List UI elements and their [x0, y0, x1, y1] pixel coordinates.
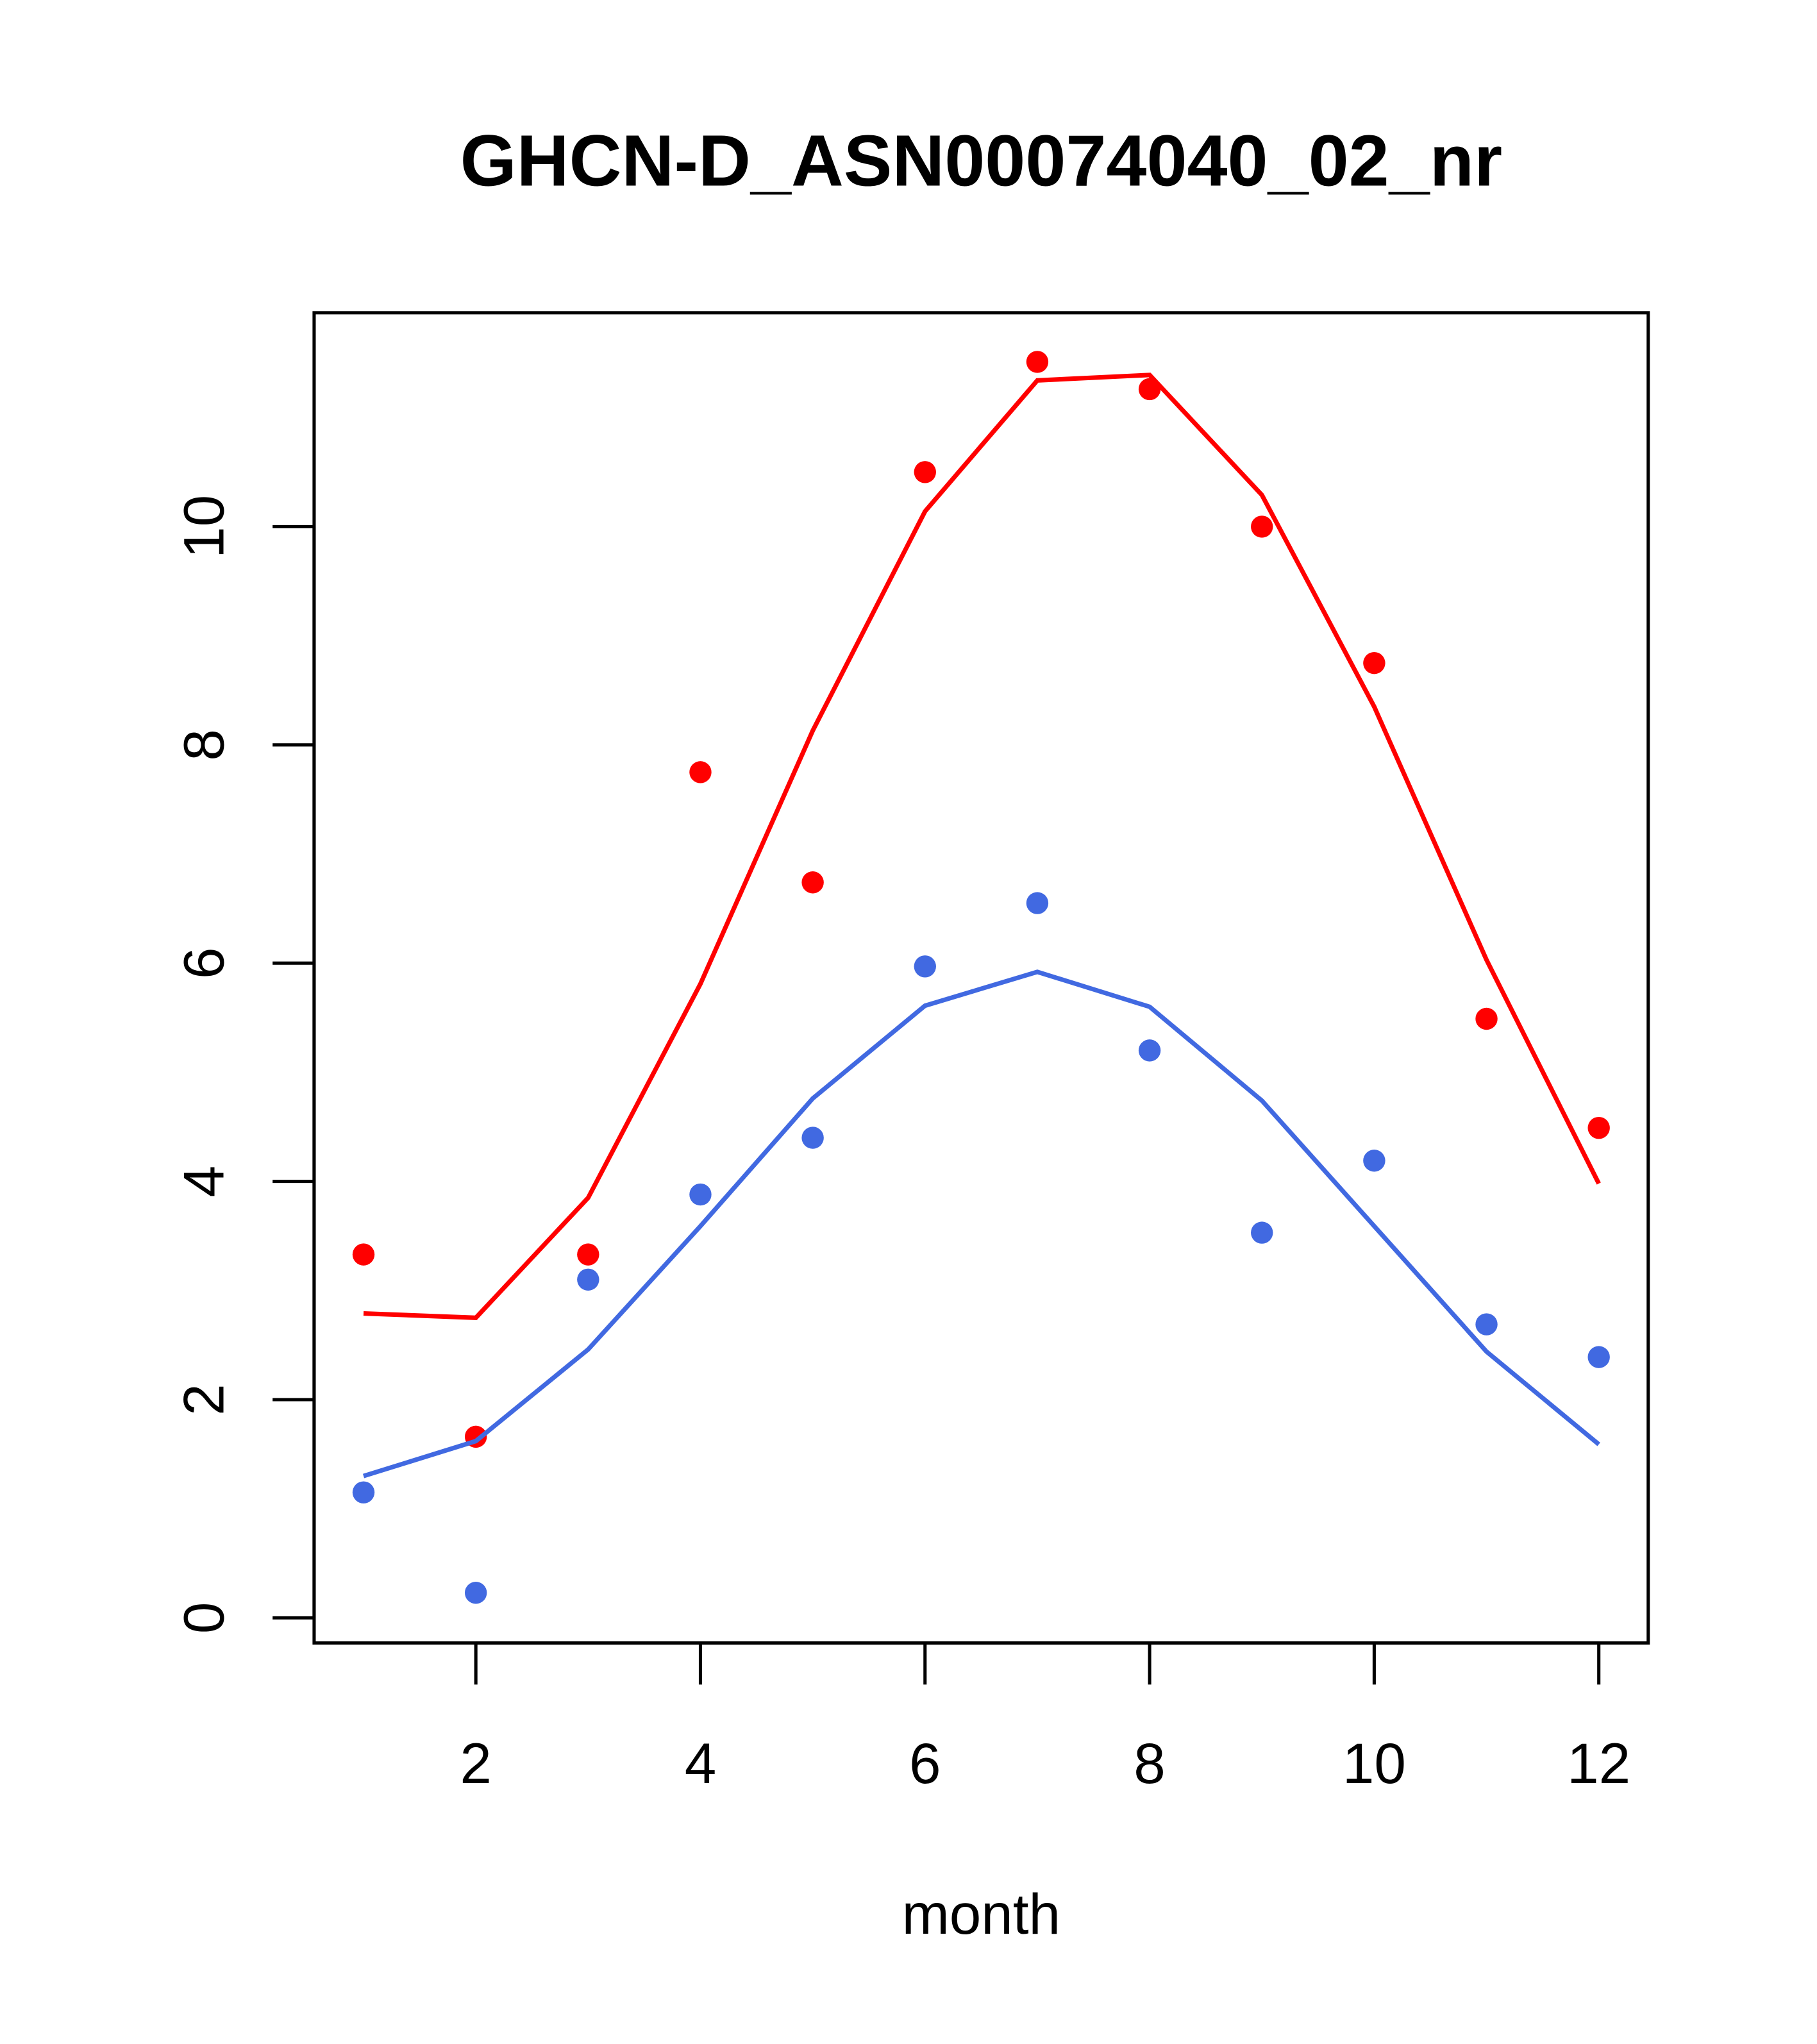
x-tick-label: 4	[685, 1731, 717, 1795]
red-points-point	[577, 1243, 599, 1266]
blue-points-point	[1587, 1346, 1610, 1368]
blue-points-point	[1363, 1150, 1386, 1172]
y-tick-label: 0	[171, 1602, 235, 1634]
series-layer	[352, 351, 1610, 1604]
x-tick-label: 10	[1343, 1731, 1406, 1795]
red-points-point	[914, 461, 936, 483]
blue-points-point	[1026, 892, 1049, 914]
blue-points-point	[914, 955, 936, 978]
blue-points-point	[1475, 1313, 1498, 1336]
x-axis: 2 4 6 8 10 12	[460, 1641, 1630, 1795]
red-points-point	[1475, 1007, 1498, 1030]
blue-points-point	[352, 1481, 375, 1504]
x-tick-label: 12	[1567, 1731, 1630, 1795]
x-axis-label: month	[902, 1882, 1061, 1946]
y-tick-label: 8	[171, 729, 235, 761]
chart-title: GHCN-D_ASN00074040_02_nr	[460, 120, 1502, 201]
x-tick-label: 2	[460, 1731, 492, 1795]
x-tick-label: 6	[909, 1731, 941, 1795]
y-tick-label: 10	[171, 495, 235, 558]
y-tick-label: 2	[171, 1384, 235, 1416]
blue-points-point	[1138, 1039, 1161, 1062]
red-line	[363, 373, 1601, 1320]
red-points	[352, 351, 1610, 1448]
blue-points-point	[689, 1183, 712, 1206]
blue-line	[362, 969, 1600, 1479]
blue-points-point	[801, 1127, 824, 1149]
red-points-point	[689, 761, 712, 783]
blue-points	[352, 892, 1610, 1604]
y-tick-label: 4	[171, 1166, 235, 1198]
red-points-point	[1026, 351, 1049, 373]
red-points-point	[352, 1243, 375, 1266]
red-points-point	[1587, 1116, 1610, 1139]
blue-points-point	[577, 1268, 599, 1291]
blue-points-point	[1251, 1221, 1273, 1244]
y-axis: 0 2 4 6 8 10	[171, 495, 316, 1634]
red-points-point	[801, 871, 824, 894]
red-points-point	[1363, 651, 1386, 674]
blue-points-point	[464, 1582, 487, 1604]
x-tick-label: 8	[1134, 1731, 1166, 1795]
y-tick-label: 6	[171, 947, 235, 979]
red-points-point	[1251, 515, 1273, 538]
plot-frame	[312, 311, 1650, 1645]
